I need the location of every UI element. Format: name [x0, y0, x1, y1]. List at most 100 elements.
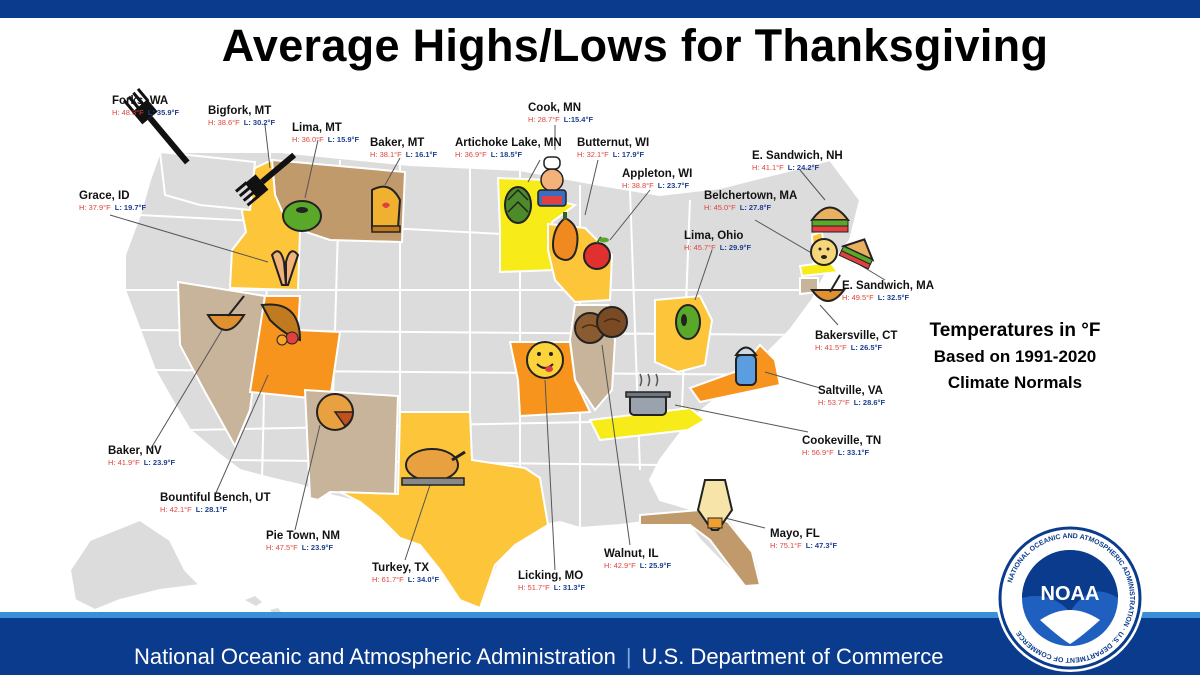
- legend-normals: Climate Normals: [947, 373, 1083, 392]
- leader-lines: [109, 124, 886, 571]
- city-name: Bigfork, MT: [208, 105, 272, 117]
- legend: Temperatures in °F Based on 1991-2020 Cl…: [915, 318, 1115, 396]
- city-label: Bakersville, CT H: 41.5°F L: 26.5°F: [815, 330, 897, 352]
- city-label: Artichoke Lake, MN H: 36.9°F L: 18.5°F: [455, 137, 562, 159]
- burp-face-icon: [810, 238, 838, 266]
- salt-shaker-icon: [734, 346, 758, 386]
- city-label: Licking, MO H: 51.7°F L: 31.3°F: [518, 570, 585, 592]
- city-name: Licking, MO: [518, 570, 584, 582]
- footer-bar: National Oceanic and Atmospheric Adminis…: [0, 618, 1200, 675]
- low-temp: L: 18.5°F: [490, 150, 523, 159]
- high-temp: H: 32.1°F: [577, 150, 609, 159]
- high-temp: H: 42.1°F: [160, 505, 192, 514]
- city-label: Appleton, WI H: 38.8°F L: 23.7°F: [622, 168, 692, 190]
- apple-icon: [583, 236, 611, 270]
- header-bar: [0, 0, 1200, 18]
- low-temp: L: 26.5°F: [850, 343, 883, 352]
- state-washington: [158, 150, 257, 212]
- low-temp: L: 47.3°F: [805, 541, 838, 550]
- artichoke-icon: [504, 186, 532, 224]
- low-temp: L: 17.9°F: [612, 150, 645, 159]
- low-temp: L: 25.9°F: [639, 561, 672, 570]
- city-label: Lima, Ohio H: 45.7°F L: 29.9°F: [684, 230, 751, 252]
- alaska: [68, 518, 203, 612]
- city-label: Bigfork, MT H: 38.6°F L: 30.2°F: [208, 105, 275, 127]
- page-title: Average Highs/Lows for Thanksgiving: [221, 20, 1049, 71]
- high-temp: H: 41.9°F: [108, 458, 140, 467]
- low-temp: L: 34.0°F: [407, 575, 440, 584]
- high-temp: H: 75.1°F: [770, 541, 802, 550]
- high-temp: H: 48.3°F: [112, 108, 144, 117]
- low-temp: L: 32.5°F: [877, 293, 910, 302]
- legend-basis: Based on 1991-2020: [933, 347, 1097, 366]
- city-name: Cookeville, TN: [802, 435, 882, 447]
- high-temp: H: 53.7°F: [818, 398, 850, 407]
- city-label: Cook, MN H: 28.7°F L:15.4°F: [528, 102, 593, 124]
- chef-icon: [537, 156, 567, 207]
- low-temp: L: 28.1°F: [195, 505, 228, 514]
- fork-icon: [235, 152, 297, 207]
- low-temp: L: 30.2°F: [243, 118, 276, 127]
- city-label: Lima, MT H: 36.0°F L: 15.9°F: [292, 122, 359, 144]
- city-name: Baker, NV: [108, 445, 162, 457]
- squash-icon: [551, 212, 579, 262]
- footer-agency: National Oceanic and Atmospheric Adminis…: [134, 644, 616, 669]
- high-temp: H: 47.5°F: [266, 543, 298, 552]
- lima-bean-icon: [675, 304, 701, 340]
- city-name: Pie Town, NM: [266, 530, 340, 542]
- city-name: Artichoke Lake, MN: [455, 137, 562, 149]
- city-label: Bountiful Bench, UT H: 42.1°F L: 28.1°F: [160, 492, 271, 514]
- low-temp: L: 23.9°F: [301, 543, 334, 552]
- city-label: Belchertown, MA H: 45.0°F L: 27.8°F: [704, 190, 797, 212]
- high-temp: H: 56.9°F: [802, 448, 834, 457]
- city-label: Forks, WA H: 48.3°F L: 35.9°F: [112, 95, 179, 117]
- lima-bean-icon: [282, 200, 322, 232]
- city-name: Belchertown, MA: [704, 190, 798, 202]
- city-label: Butternut, WI H: 32.1°F L: 17.9°F: [577, 137, 649, 159]
- city-name: Walnut, IL: [604, 548, 659, 560]
- city-name: Cook, MN: [528, 102, 582, 114]
- city-name: Bakersville, CT: [815, 330, 898, 342]
- city-name: Forks, WA: [112, 95, 169, 107]
- state-texas: [339, 411, 550, 610]
- low-temp: L: 28.6°F: [853, 398, 886, 407]
- high-temp: H: 42.9°F: [604, 561, 636, 570]
- high-temp: H: 36.0°F: [292, 135, 324, 144]
- city-label: E. Sandwich, NH H: 41.1°F L: 24.2°F: [752, 150, 843, 172]
- sandwich-icon: [838, 238, 875, 270]
- city-label: Turkey, TX H: 61.7°F L: 34.0°F: [372, 562, 439, 584]
- city-label: Pie Town, NM H: 47.5°F L: 23.9°F: [266, 530, 340, 552]
- city-name: Grace, ID: [79, 190, 130, 202]
- state-tennessee: [588, 406, 707, 442]
- high-temp: H: 45.7°F: [684, 243, 716, 252]
- city-label: Saltville, VA H: 53.7°F L: 28.6°F: [818, 385, 885, 407]
- city-name: Turkey, TX: [372, 562, 430, 574]
- sandwich-icon: [810, 206, 850, 233]
- noaa-logo: NOAA NATIONAL OCEANIC AND ATMOSPHERIC AD…: [996, 524, 1144, 672]
- city-label: Baker, MT H: 38.1°F L: 16.1°F: [370, 137, 437, 159]
- low-temp: L:15.4°F: [563, 115, 594, 124]
- city-label: E. Sandwich, MA H: 49.5°F L: 32.5°F: [842, 280, 934, 302]
- city-name: E. Sandwich, MA: [842, 280, 935, 292]
- low-temp: L: 19.7°F: [114, 203, 147, 212]
- city-name: E. Sandwich, NH: [752, 150, 843, 162]
- low-temp: L: 27.8°F: [739, 203, 772, 212]
- city-label: Baker, NV H: 41.9°F L: 23.9°F: [108, 445, 175, 467]
- low-temp: L: 23.7°F: [657, 181, 690, 190]
- us-mainland: [124, 151, 862, 610]
- whisk-bowl-icon: [206, 295, 246, 331]
- city-label: Grace, ID H: 37.9°F L: 19.7°F: [79, 190, 146, 212]
- city-name: Lima, Ohio: [684, 230, 744, 242]
- city-name: Butternut, WI: [577, 137, 650, 149]
- footer-text: National Oceanic and Atmospheric Adminis…: [134, 644, 944, 670]
- high-temp: H: 49.5°F: [842, 293, 874, 302]
- footer-department: U.S. Department of Commerce: [641, 644, 944, 669]
- high-temp: H: 28.7°F: [528, 115, 560, 124]
- high-temp: H: 45.0°F: [704, 203, 736, 212]
- city-label: Cookeville, TN H: 56.9°F L: 33.1°F: [802, 435, 881, 457]
- low-temp: L: 23.9°F: [143, 458, 176, 467]
- noaa-logo-text: NOAA: [1041, 583, 1100, 605]
- low-temp: L: 33.1°F: [837, 448, 870, 457]
- walnut-icon: [574, 306, 628, 344]
